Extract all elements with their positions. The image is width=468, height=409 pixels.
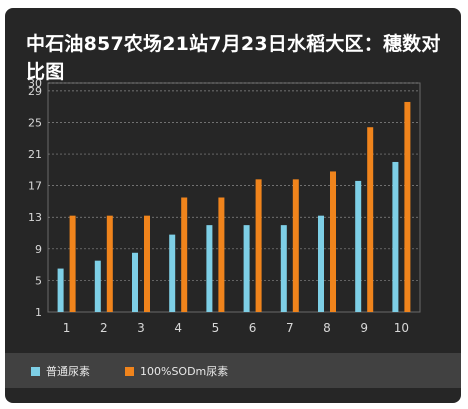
- x-tick-label: 8: [323, 321, 331, 335]
- bar-series-1: [280, 225, 287, 312]
- y-tick-label: 13: [28, 211, 42, 224]
- y-tick-label: 17: [28, 180, 42, 193]
- y-tick-label: 25: [28, 116, 42, 129]
- bar-series-2: [330, 171, 336, 312]
- bar-series-1: [318, 215, 324, 312]
- legend-label-series-1: 普通尿素: [46, 365, 90, 378]
- x-tick-label: 4: [174, 321, 182, 335]
- bar-series-2: [292, 179, 299, 312]
- x-tick-label: 3: [137, 321, 145, 335]
- x-tick-label: 1: [63, 321, 71, 335]
- x-tick-label: 10: [394, 321, 409, 335]
- legend: 普通尿素 100%SODm尿素: [5, 353, 461, 388]
- bar-series-2: [255, 179, 262, 312]
- bar-series-1: [94, 260, 101, 312]
- y-tick-label: 1: [35, 306, 42, 319]
- bar-series-2: [144, 215, 150, 312]
- x-tick-label: 6: [249, 321, 257, 335]
- legend-swatch-series-1: [31, 367, 40, 376]
- bar-series-1: [57, 268, 64, 312]
- y-tick-label: 29: [28, 85, 42, 98]
- chart-title: 中石油857农场21站7月23日水稻大区：穗数对比图: [26, 33, 441, 83]
- bar-series-2: [218, 197, 225, 312]
- legend-item-series-1[interactable]: 普通尿素: [31, 363, 90, 379]
- bar-series-2: [181, 197, 188, 312]
- y-tick-label: 9: [35, 243, 42, 256]
- bar-series-1: [169, 234, 176, 312]
- bar-series-1: [392, 161, 399, 312]
- x-tick-label: 2: [100, 321, 108, 335]
- x-tick-label: 9: [360, 321, 368, 335]
- plot-frame: [47, 82, 421, 313]
- bar-series-2: [367, 127, 374, 312]
- bar-series-1: [355, 180, 362, 312]
- x-tick-label: 7: [286, 321, 294, 335]
- y-tick-label: 21: [28, 148, 42, 161]
- bar-series-2: [69, 215, 76, 312]
- x-tick-label: 5: [212, 321, 220, 335]
- y-tick-label: 30: [28, 77, 42, 90]
- y-tick-label: 5: [35, 274, 42, 287]
- chart-panel: [5, 8, 461, 403]
- bar-series-2: [106, 215, 113, 312]
- legend-label-series-2: 100%SODm尿素: [140, 365, 229, 378]
- bar-series-2: [404, 101, 411, 312]
- legend-item-series-2[interactable]: 100%SODm尿素: [125, 363, 228, 379]
- bar-series-1: [243, 225, 250, 312]
- bar-series-1: [132, 252, 138, 312]
- legend-swatch-series-2: [125, 367, 134, 376]
- bar-series-1: [206, 225, 213, 312]
